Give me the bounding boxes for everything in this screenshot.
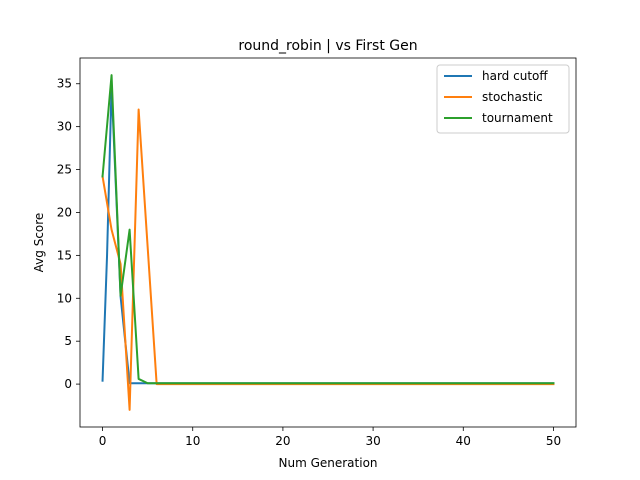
legend-box — [436, 64, 570, 134]
x-tick-label: 50 — [546, 434, 561, 448]
x-tick-label: 30 — [365, 434, 380, 448]
y-tick-label: 25 — [57, 163, 72, 177]
y-tick-label: 20 — [57, 205, 72, 219]
x-tick-label: 40 — [456, 434, 471, 448]
y-tick-label: 15 — [57, 248, 72, 262]
series-line-stochastic — [101, 108, 555, 411]
y-axis-ticks: 0 5 10 15 20 25 30 35 — [57, 77, 80, 391]
series-line-tournament — [101, 74, 555, 385]
x-tick-label: 20 — [275, 434, 290, 448]
legend: hard cutoff stochastic tournament — [436, 64, 570, 134]
legend-label: tournament — [482, 111, 553, 125]
y-tick-label: 30 — [57, 120, 72, 134]
y-tick-label: 10 — [57, 291, 72, 305]
chart-title: round_robin | vs First Gen — [238, 38, 417, 54]
legend-label: hard cutoff — [482, 69, 548, 83]
y-axis-label: Avg Score — [32, 213, 46, 273]
x-axis-label: Num Generation — [278, 456, 377, 470]
axes-frame — [79, 57, 577, 428]
x-tick-label: 0 — [99, 434, 107, 448]
x-tick-label: 10 — [185, 434, 200, 448]
series-layer — [101, 74, 555, 411]
y-tick-label: 35 — [57, 77, 72, 91]
legend-label: stochastic — [482, 90, 543, 104]
x-axis-ticks: 0 10 20 30 40 50 — [99, 427, 561, 448]
y-tick-label: 5 — [64, 334, 72, 348]
y-tick-label: 0 — [64, 377, 72, 391]
